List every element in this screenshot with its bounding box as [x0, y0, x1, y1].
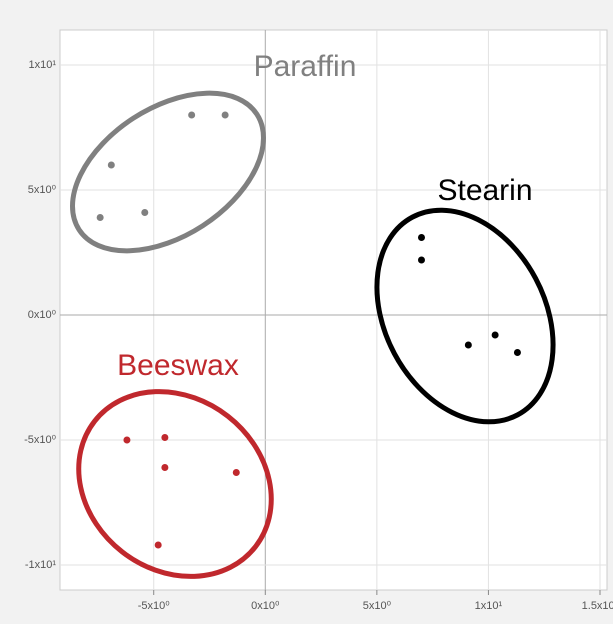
- point: [188, 111, 196, 119]
- y-tick-label: 1x10¹: [28, 59, 56, 71]
- point: [232, 469, 240, 476]
- point: [107, 161, 115, 169]
- y-tick-label: -1x10¹: [25, 559, 57, 571]
- y-tick-label: -5x10⁰: [24, 434, 57, 446]
- x-tick-label: -5x10⁰: [138, 600, 171, 612]
- x-tick-label: 0x10⁰: [251, 600, 280, 612]
- point: [161, 434, 169, 441]
- x-tick-label: 1x10¹: [475, 600, 503, 612]
- y-tick-label: 0x10⁰: [28, 309, 57, 321]
- group-ellipse: [374, 207, 556, 425]
- x-tick-label: 5x10⁰: [363, 600, 392, 612]
- point: [96, 214, 104, 221]
- point: [154, 541, 162, 549]
- point: [161, 464, 169, 471]
- point: [417, 256, 425, 264]
- point: [464, 341, 472, 349]
- plot-area: [59, 29, 608, 591]
- point: [123, 436, 131, 444]
- group-ellipse: [70, 90, 266, 254]
- group-ellipse: [76, 389, 274, 579]
- group-label: Stearin: [437, 174, 532, 207]
- point: [491, 331, 499, 339]
- y-tick-label: 5x10⁰: [28, 184, 57, 196]
- group-label: Paraffin: [254, 50, 357, 83]
- point: [141, 209, 149, 216]
- point: [417, 234, 425, 241]
- point: [221, 111, 229, 119]
- x-tick-label: 1.5x10¹: [582, 600, 613, 612]
- group-label: Beeswax: [117, 349, 239, 382]
- point: [513, 349, 521, 356]
